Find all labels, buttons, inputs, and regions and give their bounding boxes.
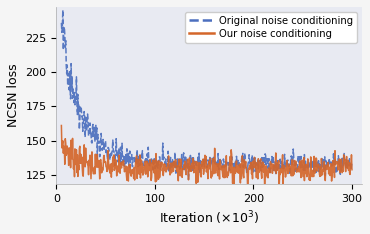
X-axis label: Iteration ($\times 10^3$): Iteration ($\times 10^3$) [159,209,259,227]
Legend: Original noise conditioning, Our noise conditioning: Original noise conditioning, Our noise c… [185,12,357,43]
Y-axis label: NCSN loss: NCSN loss [7,64,20,127]
